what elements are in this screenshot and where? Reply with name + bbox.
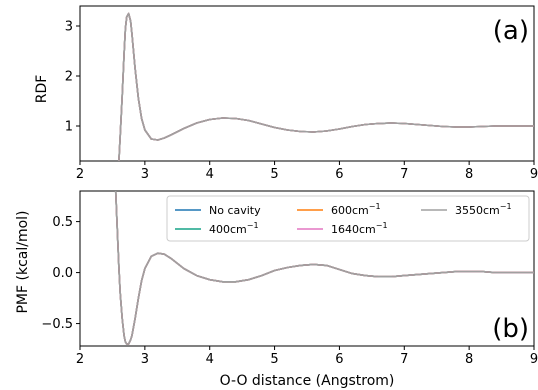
- panel-b-y-tick-label: 0.5: [52, 215, 73, 230]
- panel-a-tag: (a): [493, 16, 529, 46]
- panel-b-y-tick-label: −0.5: [41, 317, 73, 332]
- panel-a-series-no-cavity: [118, 12, 534, 161]
- legend-label-superscript: −1: [247, 221, 259, 230]
- panel-a-x-tick-label: 8: [465, 167, 473, 182]
- panel-b-x-tick-label: 4: [206, 352, 214, 367]
- panel-b-x-ticks: 2 3 4 5 6 7 8 9: [76, 346, 538, 367]
- panel-a-series-600cm: [118, 12, 534, 161]
- panel-a-x-tick-label: 4: [206, 167, 214, 182]
- panel-b-y-axis-label: PMF (kcal/mol): [15, 210, 31, 313]
- panel-a-series-1640cm: [118, 12, 534, 161]
- panel-b-x-tick-label: 5: [270, 352, 278, 367]
- panel-b-y-ticks: −0.5 0.0 0.5: [41, 215, 80, 332]
- panel-a-y-ticks: 1 2 3: [65, 20, 80, 135]
- panel-a-y-tick-label: 3: [65, 20, 73, 35]
- panel-a-y-tick-label: 2: [65, 70, 73, 85]
- panel-a-x-tick-label: 9: [530, 167, 538, 182]
- panel-a: 2 3 4 5 6 7 8 9 1 2 3 RDF (a): [34, 5, 538, 182]
- panel-a-series-400cm: [118, 12, 534, 161]
- legend-label-superscript: −1: [376, 221, 388, 230]
- legend-label-1640cm: 1640cm−1: [331, 221, 388, 236]
- legend: No cavity 600cm−1 3550cm−1 400cm−1 1640cm−1: [166, 195, 530, 242]
- legend-label-3550cm: 3550cm−1: [455, 202, 512, 217]
- panel-a-x-tick-label: 2: [76, 167, 84, 182]
- panel-a-frame: [79, 5, 535, 162]
- panel-a-x-tick-label: 7: [400, 167, 408, 182]
- panel-a-series-3550cm: [118, 12, 534, 161]
- legend-entries: No cavity 600cm−1 3550cm−1 400cm−1 1640cm−1: [175, 202, 512, 236]
- panel-b-series-3550cm: [114, 191, 534, 345]
- panel-b-x-tick-label: 7: [400, 352, 408, 367]
- panel-a-series-group: [118, 12, 534, 161]
- panel-b-tag: (b): [492, 314, 529, 344]
- panel-a-x-tick-label: 3: [141, 167, 149, 182]
- legend-label-no-cavity: No cavity: [209, 204, 261, 217]
- panel-b-x-tick-label: 6: [335, 352, 343, 367]
- panel-b-series-group: [114, 191, 534, 345]
- legend-label-superscript: −1: [500, 202, 512, 211]
- panel-a-x-tick-label: 5: [270, 167, 278, 182]
- panel-a-y-tick-label: 1: [65, 120, 73, 135]
- legend-frame: [166, 195, 530, 242]
- x-axis-label: O-O distance (Angstrom): [220, 373, 395, 389]
- panel-a-x-tick-label: 6: [335, 167, 343, 182]
- panel-b-y-tick-label: 0.0: [52, 266, 73, 281]
- legend-label-600cm: 600cm−1: [331, 202, 381, 217]
- panel-b-x-tick-label: 8: [465, 352, 473, 367]
- panel-b-frame: [79, 190, 535, 347]
- panel-b-x-tick-label: 3: [141, 352, 149, 367]
- panel-b: 2 3 4 5 6 7 8 9 −0.5 0.0 0.5 PMF (kcal/mol) O-O d…: [15, 190, 538, 389]
- panel-b-x-tick-label: 9: [530, 352, 538, 367]
- legend-label-400cm: 400cm−1: [209, 221, 259, 236]
- legend-label-superscript: −1: [369, 202, 381, 211]
- panel-b-x-tick-label: 2: [76, 352, 84, 367]
- panel-a-x-ticks: 2 3 4 5 6 7 8 9: [76, 161, 538, 182]
- panel-a-y-axis-label: RDF: [34, 75, 50, 104]
